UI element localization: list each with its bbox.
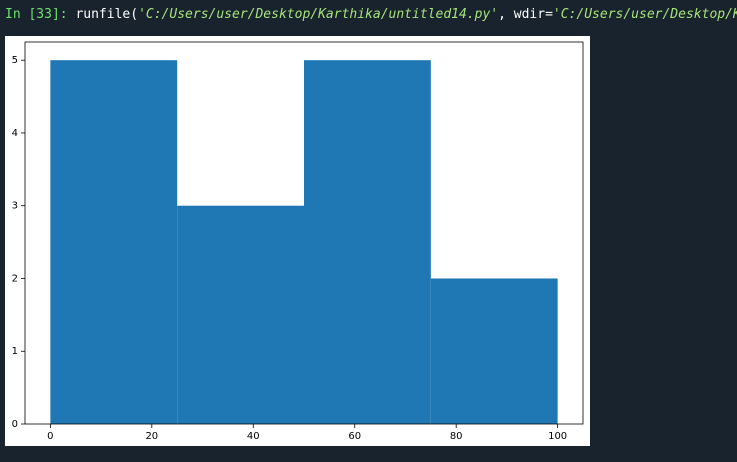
- y-tick-label: 0: [12, 419, 18, 430]
- y-tick-label: 3: [12, 201, 18, 212]
- histogram-bar: [430, 278, 558, 424]
- command-string: 'C:/Users/user/Desktop/Karthika/untitled…: [138, 7, 498, 22]
- axes-frame: [24, 41, 584, 425]
- command-part: runfile(: [75, 7, 138, 22]
- histogram-bar: [177, 205, 304, 424]
- y-tick-label: 4: [12, 128, 18, 139]
- command-string: 'C:/Users/user/Desktop/Karthika': [553, 7, 737, 22]
- x-tick-label: 20: [145, 431, 158, 442]
- plot: 0 1 2 3 4 5 0 20 40 60 80 100: [12, 41, 584, 442]
- console-line: In [33]: runfile('C:/Users/user/Desktop/…: [5, 7, 737, 22]
- y-tick-label: 2: [12, 273, 18, 284]
- y-tick-label: 5: [12, 55, 18, 66]
- command-part: , wdir=: [498, 7, 553, 22]
- y-tick-label: 1: [12, 346, 18, 357]
- prompt: In [33]:: [5, 7, 68, 22]
- x-tick-label: 0: [47, 431, 53, 442]
- x-tick-label: 60: [348, 431, 361, 442]
- histogram-bar: [304, 60, 431, 424]
- x-tick-label: 100: [548, 431, 567, 442]
- x-tick-label: 80: [450, 431, 463, 442]
- x-tick-label: 40: [247, 431, 260, 442]
- histogram-bar: [50, 60, 178, 424]
